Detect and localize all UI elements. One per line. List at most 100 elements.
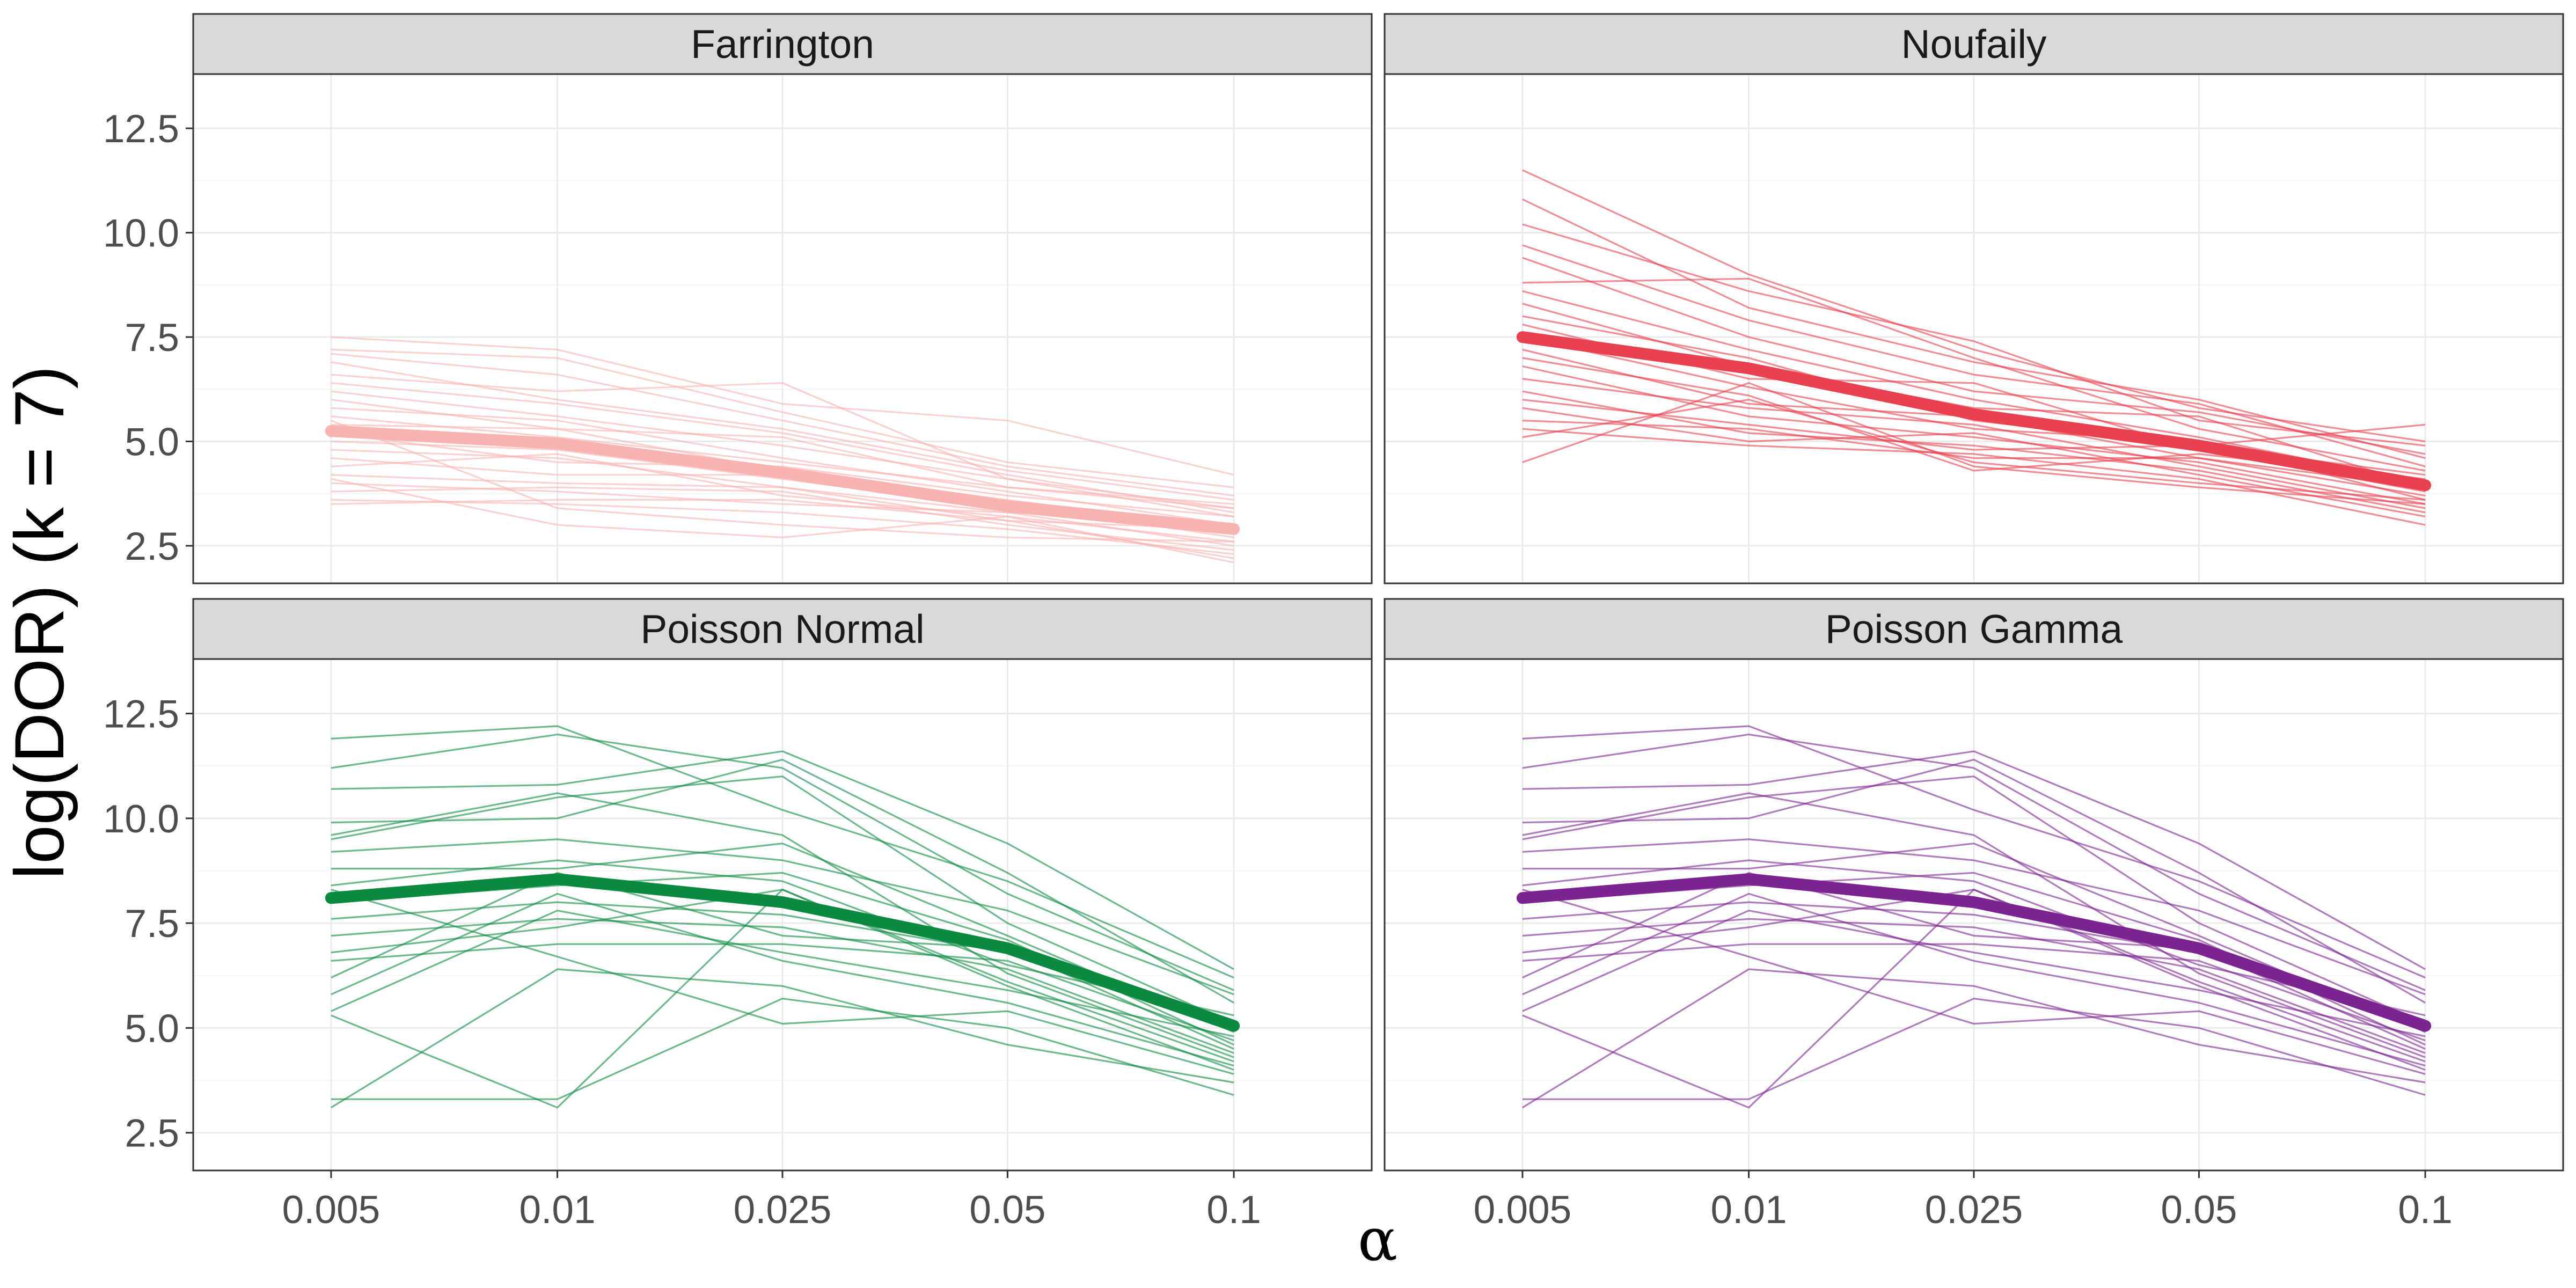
series-line: [331, 361, 1234, 501]
series-line: [331, 758, 1234, 1004]
facet-label: Farrington: [691, 21, 874, 67]
series-line: [1522, 277, 2426, 472]
series-line: [331, 390, 1234, 518]
series-group-farrington: [331, 336, 1234, 564]
x-tick-label: 0.025: [734, 1188, 832, 1232]
facet-strip-poisson-gamma: [1384, 598, 2564, 660]
series-line: [1522, 390, 2426, 514]
series-line: [331, 453, 1234, 543]
y-tick-label: 12.5: [103, 107, 179, 151]
series-line: [331, 374, 1234, 509]
series-line: [331, 889, 1234, 1075]
series-line: [1522, 872, 2426, 1050]
series-line: [331, 918, 1234, 1054]
series-line: [1522, 198, 2426, 459]
series-line: [331, 998, 1234, 1100]
series-line: [331, 499, 1234, 555]
series-line: [331, 775, 1234, 1025]
series-line: [1522, 943, 2426, 1042]
series-line: [331, 432, 1234, 518]
series-line: [1522, 378, 2426, 509]
series-line: [331, 478, 1234, 564]
series-line: [331, 792, 1234, 1058]
series-line: [331, 838, 1234, 996]
series-line: [1522, 892, 2426, 1067]
series-line: [1522, 382, 2426, 505]
x-axis-title: α: [1358, 1205, 1397, 1274]
mean-line-poisson-gamma: [1516, 873, 2432, 1032]
x-tick-label: 0.1: [1206, 1188, 1261, 1232]
series-line: [1522, 750, 2426, 970]
facet-strip-farrington: [192, 13, 1373, 75]
x-tick-label: 0.01: [519, 1188, 596, 1232]
series-line: [1522, 223, 2426, 447]
series-line: [331, 382, 1234, 514]
series-line: [1522, 725, 2426, 979]
series-line: [1522, 918, 2426, 1054]
series-line: [1522, 399, 2426, 451]
y-tick-label: 5.0: [125, 421, 179, 464]
y-tick-label: 10.0: [103, 797, 179, 841]
series-line: [331, 888, 1234, 1109]
series-line: [331, 725, 1234, 979]
y-axis-title: log(DOR) (k = 7): [0, 365, 78, 879]
y-tick-label: 10.0: [103, 212, 179, 255]
y-tick-label: 12.5: [103, 693, 179, 736]
series-layer: [325, 169, 2432, 1109]
x-tick-label: 0.1: [2398, 1188, 2452, 1232]
series-line: [331, 892, 1234, 1067]
series-line: [331, 420, 1234, 543]
series-line: [331, 872, 1234, 1050]
series-line: [1522, 257, 2426, 455]
x-tick-label: 0.005: [282, 1188, 380, 1232]
y-tick-label: 5.0: [125, 1007, 179, 1050]
series-line: [1522, 968, 2426, 1109]
series-line: [331, 353, 1234, 497]
series-line: [1522, 998, 2426, 1100]
series-line: [1522, 420, 2426, 488]
series-line: [1522, 428, 2426, 526]
series-line: [331, 968, 1234, 1109]
series-line: [1522, 792, 2426, 1058]
series-line: [331, 348, 1234, 488]
x-tick-label: 0.005: [1474, 1188, 1572, 1232]
series-line: [1522, 399, 2426, 501]
series-line: [331, 943, 1234, 1042]
facet-label: Noufaily: [1901, 21, 2047, 67]
series-line: [1522, 733, 2426, 991]
series-line: [1522, 290, 2426, 484]
frame-layer: [186, 13, 2564, 1178]
series-line: [1522, 758, 2426, 1004]
x-tick-label: 0.05: [2161, 1188, 2237, 1232]
series-line: [331, 415, 1234, 505]
facet-label: Poisson Normal: [640, 606, 924, 652]
series-line: [1522, 365, 2426, 505]
series-line: [1522, 775, 2426, 1025]
x-tick-label: 0.025: [1925, 1188, 2023, 1232]
mean-line-noufaily: [1516, 331, 2432, 492]
series-line: [331, 399, 1234, 509]
x-tick-label: 0.01: [1711, 1188, 1787, 1232]
series-line: [1522, 888, 2426, 1109]
series-line: [1522, 838, 2426, 996]
facet-strip-poisson-normal: [192, 598, 1373, 660]
facet-label: Poisson Gamma: [1825, 606, 2123, 652]
y-tick-label: 7.5: [125, 316, 179, 360]
series-line: [331, 910, 1234, 1037]
series-line: [1522, 889, 2426, 1075]
series-line: [331, 336, 1234, 476]
series-line: [1522, 303, 2426, 488]
y-tick-label: 2.5: [125, 1112, 179, 1155]
series-line: [1522, 910, 2426, 1037]
series-line: [331, 733, 1234, 991]
series-line: [331, 499, 1234, 559]
facet-strip-noufaily: [1384, 13, 2564, 75]
y-tick-label: 2.5: [125, 525, 179, 568]
series-line: [331, 750, 1234, 970]
labels-layer: Farrington 2.5 5.0 7.5 10.0 12.5 Noufaily Poiss…: [103, 21, 2453, 1232]
series-line: [1522, 244, 2426, 467]
x-tick-label: 0.05: [969, 1188, 1045, 1232]
mean-line-farrington: [325, 425, 1240, 535]
